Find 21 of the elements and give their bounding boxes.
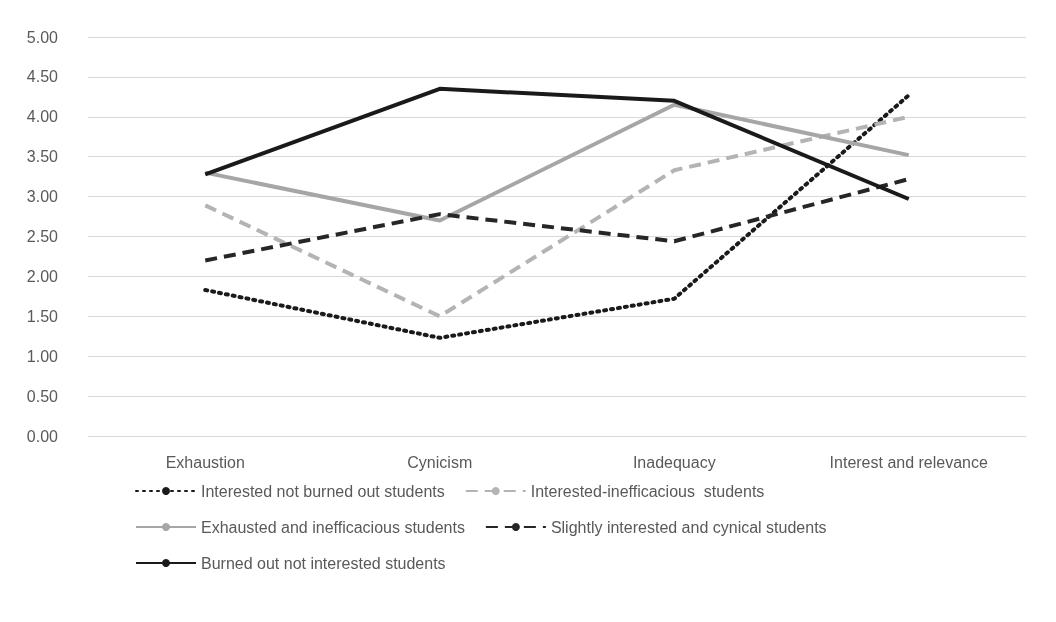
y-tick-label: 3.00: [26, 188, 59, 206]
y-tick-label: 5.00: [26, 28, 59, 46]
legend-label: Interested-inefficacious students: [530, 482, 765, 500]
x-tick-label: Interest and relevance: [829, 453, 989, 471]
line-series: [203, 102, 911, 223]
x-tick-label: Cynicism: [407, 453, 473, 471]
y-tick-label: 0.00: [26, 427, 59, 445]
y-tick-label: 2.00: [26, 267, 59, 285]
legend-label: Exhausted and inefficacious students: [201, 518, 465, 536]
x-tick-label: Inadequacy: [632, 453, 716, 471]
y-tick-label: 3.50: [26, 148, 59, 166]
y-tick-label: 2.50: [26, 228, 59, 245]
y-tick-label: 4.50: [26, 68, 59, 86]
y-tick-label: 0.50: [26, 387, 59, 405]
legend-label: Slightly interested and cynical students: [550, 518, 827, 536]
y-tick-label: 1.00: [26, 347, 59, 365]
y-tick-label: 1.50: [26, 307, 59, 325]
x-tick-label: Exhaustion: [165, 453, 245, 471]
y-tick-label: 4.00: [26, 108, 59, 126]
legend-label: Burned out not interested students: [201, 554, 446, 572]
legend-label: Interested not burned out students: [201, 482, 445, 500]
